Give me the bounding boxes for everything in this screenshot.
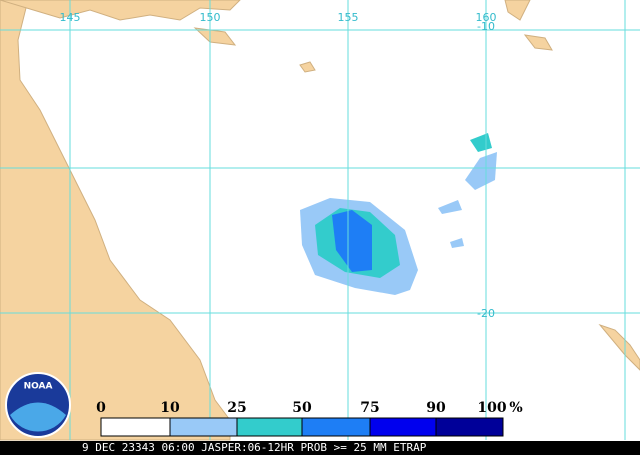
land (523, 34, 553, 51)
legend-tick: 0 (96, 400, 106, 416)
graticule (0, 0, 640, 440)
prob-area (438, 200, 462, 214)
longitude-label: 155 (338, 11, 359, 24)
latitude-label: -10 (477, 20, 495, 33)
legend-tick: 75 (360, 400, 379, 416)
prob-area (450, 238, 464, 248)
land (299, 61, 316, 73)
footer-text: 9 DEC 23343 06:00 JASPER:06-12HR PROB >=… (82, 441, 427, 454)
prob-area (465, 152, 497, 190)
legend-tick: 90 (426, 400, 446, 416)
longitude-label: 160 (476, 11, 497, 24)
land (193, 27, 237, 46)
longitude-label: 150 (200, 11, 221, 24)
footer-bar (0, 441, 640, 455)
logo: NOAA (5, 372, 71, 438)
legend-tick: 50 (292, 400, 312, 416)
legend-tick: 10 (160, 400, 180, 416)
legend-tick: 100 (477, 400, 506, 416)
land (0, 0, 241, 21)
legend-tick: 25 (227, 400, 246, 416)
legend-unit: % (509, 400, 522, 416)
prob-area (332, 210, 372, 272)
longitude-label: 145 (60, 11, 81, 24)
logo-text: NOAA (24, 382, 53, 392)
colorbar (100, 417, 504, 437)
latitude-label: -20 (477, 307, 495, 320)
land (504, 0, 531, 21)
